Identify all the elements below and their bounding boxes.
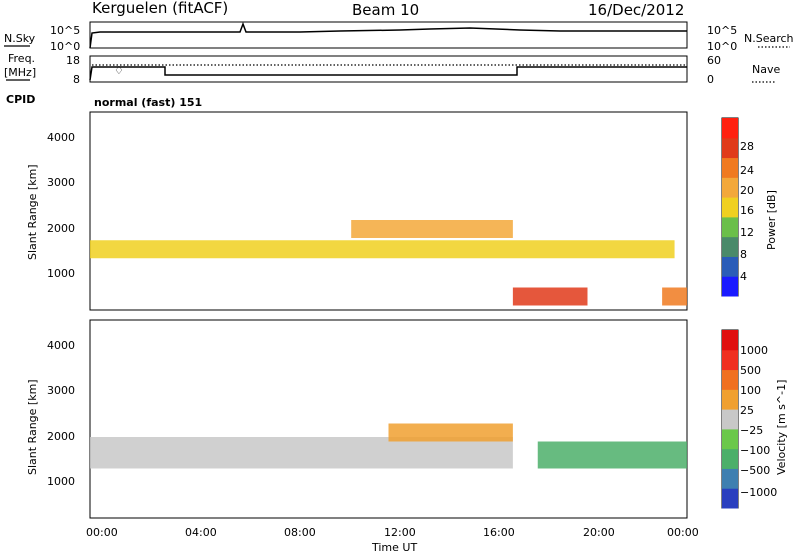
velocity-ylabel: Slant Range [km] <box>26 379 39 475</box>
velocity-colorbar-cell-0 <box>722 488 738 509</box>
xtick-2: 08:00 <box>284 526 316 539</box>
freq-label-bottom: [MHz] <box>4 66 36 79</box>
station-title: Kerguelen (fitACF) <box>92 0 228 17</box>
velocity-colorbar-cell-7 <box>722 349 738 371</box>
power-marks <box>90 220 687 306</box>
velocity-colorbar-cell-2 <box>722 448 738 469</box>
noise-left-tick-top: 10^5 <box>50 24 80 37</box>
vel-cb-tick-m100: −100 <box>740 444 770 457</box>
beam-title: Beam 10 <box>352 1 419 19</box>
velocity-colorbar-cell-3 <box>722 428 738 450</box>
power-cb-tick-16: 16 <box>740 204 754 217</box>
freq-left-tick-top: 18 <box>66 54 80 67</box>
power-colorbar-cell-1 <box>722 256 738 277</box>
power-colorbar-cell-8 <box>722 118 738 139</box>
noise-panel <box>89 21 688 49</box>
xaxis-label: Time UT <box>371 541 417 554</box>
velocity-frame <box>89 319 688 519</box>
power-colorbar-cell-4 <box>722 197 738 218</box>
power-cb-tick-8: 8 <box>740 248 747 261</box>
power-ytick-2000: 2000 <box>47 222 75 235</box>
velocity-colorbar <box>721 329 739 509</box>
velocity-colorbar-cell-6 <box>722 369 738 390</box>
velocity-colorbar-cell-4 <box>722 409 738 430</box>
velocity-cb-label: Velocity [m s^-1] <box>775 380 788 475</box>
power-ytick-1000: 1000 <box>47 267 75 280</box>
power-band-3 <box>662 287 687 306</box>
power-panel <box>89 111 688 311</box>
noise-sky-trace <box>89 21 687 49</box>
power-colorbar-cell-0 <box>722 276 738 297</box>
xtick-6: 00:00 <box>667 526 699 539</box>
noise-right-tick-top: 10^5 <box>707 24 737 37</box>
noise-right-tick-bottom: 10^0 <box>707 40 737 53</box>
power-cb-tick-28: 28 <box>740 140 754 153</box>
freq-left-tick-bottom: 8 <box>73 73 80 86</box>
power-cb-tick-24: 24 <box>740 164 754 177</box>
cpid-label: CPID <box>6 93 35 106</box>
velocity-marks <box>90 423 687 469</box>
noise-left-tick-bottom: 10^0 <box>50 40 80 53</box>
cpid-value: normal (fast) 151 <box>94 96 202 109</box>
freq-trace <box>89 66 687 81</box>
freq-right-tick-bottom: 0 <box>707 73 714 86</box>
noise-right-label: N.Search <box>744 32 794 45</box>
xtick-3: 12:00 <box>384 526 416 539</box>
velocity-colorbar-cell-1 <box>722 468 738 489</box>
velocity-colorbar-cells <box>722 330 738 509</box>
velocity-panel <box>89 319 688 519</box>
noise-left-label: N.Sky <box>4 32 36 45</box>
vel-cb-tick-m500: −500 <box>740 464 770 477</box>
xtick-5: 20:00 <box>583 526 615 539</box>
power-colorbar-cell-7 <box>722 137 738 159</box>
vel-cb-tick-100: 100 <box>740 384 761 397</box>
power-colorbar-cell-2 <box>722 236 738 257</box>
vel-cb-tick-25: 25 <box>740 404 754 417</box>
power-band-1 <box>351 220 513 238</box>
velocity-colorbar-cell-8 <box>722 330 738 351</box>
vel-cb-tick-1000: 1000 <box>740 344 768 357</box>
xtick-1: 04:00 <box>185 526 217 539</box>
velocity-ytick-3000: 3000 <box>47 384 75 397</box>
power-colorbar <box>721 117 739 297</box>
power-colorbar-cells <box>722 118 738 297</box>
freq-panel <box>89 55 688 83</box>
xtick-4: 16:00 <box>483 526 515 539</box>
power-cb-tick-12: 12 <box>740 226 754 239</box>
velocity-ytick-2000: 2000 <box>47 430 75 443</box>
velocity-band-0 <box>90 437 513 469</box>
nave-label: Nave <box>752 63 780 76</box>
velocity-band-2 <box>388 423 513 442</box>
freq-marker: ♢ <box>114 64 124 77</box>
power-band-2 <box>512 287 588 306</box>
power-cb-tick-4: 4 <box>740 270 747 283</box>
power-frame <box>89 111 688 311</box>
power-band-0 <box>90 240 675 259</box>
power-cb-label: Power [dB] <box>765 190 778 250</box>
power-ylabel: Slant Range [km] <box>26 164 39 260</box>
power-colorbar-cell-5 <box>722 177 738 198</box>
date-title: 16/Dec/2012 <box>588 1 684 19</box>
freq-right-tick-top: 60 <box>707 54 721 67</box>
power-cb-tick-20: 20 <box>740 184 754 197</box>
velocity-ytick-4000: 4000 <box>47 339 75 352</box>
freq-label-top: Freq. <box>8 52 35 65</box>
vel-cb-tick-m25: −25 <box>740 424 763 437</box>
vel-cb-tick-500: 500 <box>740 364 761 377</box>
velocity-colorbar-cell-5 <box>722 389 738 410</box>
power-colorbar-cell-3 <box>722 216 738 238</box>
power-colorbar-cell-6 <box>722 157 738 178</box>
power-ytick-4000: 4000 <box>47 131 75 144</box>
power-ytick-3000: 3000 <box>47 176 75 189</box>
velocity-band-1 <box>537 441 687 469</box>
xtick-0: 00:00 <box>86 526 118 539</box>
velocity-ytick-1000: 1000 <box>47 475 75 488</box>
vel-cb-tick-m1000: −1000 <box>740 486 777 499</box>
